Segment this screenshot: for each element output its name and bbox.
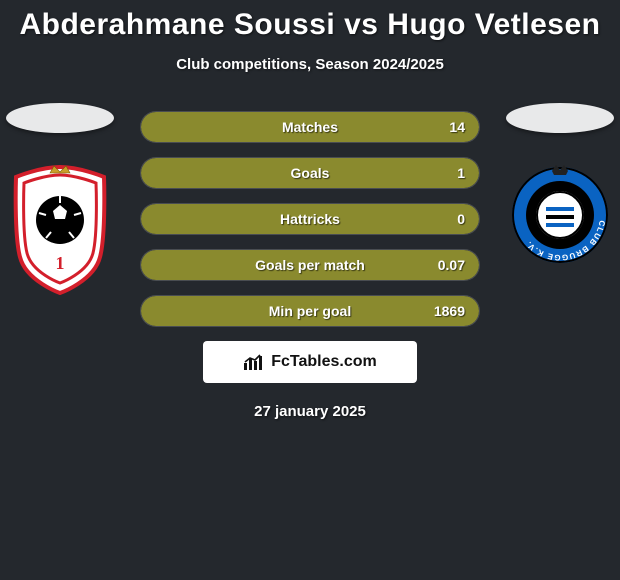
player-left-avatar-placeholder	[6, 103, 114, 133]
stat-right-value: 0.07	[419, 257, 479, 273]
stat-right-value: 0	[419, 211, 479, 227]
stat-label: Hattricks	[201, 211, 419, 227]
stat-label: Min per goal	[201, 303, 419, 319]
stat-right-value: 1869	[419, 303, 479, 319]
page-title: Abderahmane Soussi vs Hugo Vetlesen	[0, 0, 620, 42]
date-text: 27 january 2025	[0, 403, 620, 420]
club-badge-brugge: CLUB BRUGGE K.V.	[510, 165, 610, 270]
stat-right-value: 14	[419, 119, 479, 135]
stat-row: Matches14	[140, 111, 480, 143]
stat-row: Goals per match0.07	[140, 249, 480, 281]
branding-text: FcTables.com	[271, 353, 377, 371]
svg-text:1: 1	[56, 253, 65, 273]
stat-row: Goals1	[140, 157, 480, 189]
stat-right-value: 1	[419, 165, 479, 181]
stat-label: Goals per match	[201, 257, 419, 273]
player-right-column: CLUB BRUGGE K.V.	[500, 103, 620, 270]
player-left-column: 1	[0, 103, 120, 300]
stat-label: Matches	[201, 119, 419, 135]
stat-row: Min per goal1869	[140, 295, 480, 327]
stat-row: Hattricks0	[140, 203, 480, 235]
club-badge-antwerp: 1	[10, 165, 110, 300]
branding-badge: FcTables.com	[203, 341, 417, 383]
stats-list: Matches14 Goals1 Hattricks0 Goals per match…	[140, 111, 480, 327]
chart-icon	[243, 353, 265, 371]
comparison-panel: 1 CLUB BRU	[0, 111, 620, 420]
player-right-avatar-placeholder	[506, 103, 614, 133]
stat-label: Goals	[201, 165, 419, 181]
subtitle: Club competitions, Season 2024/2025	[0, 56, 620, 73]
